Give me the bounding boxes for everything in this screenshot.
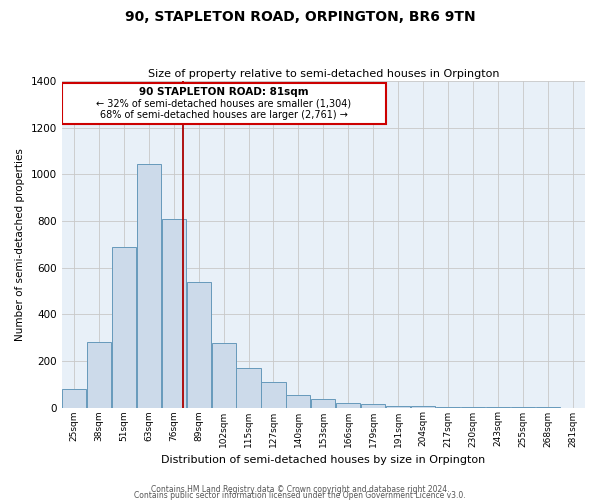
Bar: [286, 394, 310, 407]
Bar: [361, 404, 385, 407]
Bar: [62, 389, 86, 407]
Bar: [162, 218, 186, 408]
Bar: [262, 382, 286, 407]
Bar: [411, 406, 435, 408]
Bar: [336, 404, 361, 407]
FancyBboxPatch shape: [62, 84, 386, 124]
Title: Size of property relative to semi-detached houses in Orpington: Size of property relative to semi-detach…: [148, 69, 499, 79]
Bar: [187, 282, 211, 408]
Text: 90, STAPLETON ROAD, ORPINGTON, BR6 9TN: 90, STAPLETON ROAD, ORPINGTON, BR6 9TN: [125, 10, 475, 24]
Text: 90 STAPLETON ROAD: 81sqm: 90 STAPLETON ROAD: 81sqm: [139, 88, 308, 98]
Bar: [436, 407, 460, 408]
Text: 68% of semi-detached houses are larger (2,761) →: 68% of semi-detached houses are larger (…: [100, 110, 347, 120]
Bar: [112, 246, 136, 408]
Bar: [137, 164, 161, 408]
Bar: [87, 342, 111, 407]
X-axis label: Distribution of semi-detached houses by size in Orpington: Distribution of semi-detached houses by …: [161, 455, 485, 465]
Text: Contains public sector information licensed under the Open Government Licence v3: Contains public sector information licen…: [134, 492, 466, 500]
Text: Contains HM Land Registry data © Crown copyright and database right 2024.: Contains HM Land Registry data © Crown c…: [151, 484, 449, 494]
Bar: [311, 398, 335, 407]
Bar: [236, 368, 260, 408]
Bar: [212, 344, 236, 407]
Y-axis label: Number of semi-detached properties: Number of semi-detached properties: [15, 148, 25, 341]
Text: ← 32% of semi-detached houses are smaller (1,304): ← 32% of semi-detached houses are smalle…: [96, 99, 351, 109]
Bar: [386, 406, 410, 407]
